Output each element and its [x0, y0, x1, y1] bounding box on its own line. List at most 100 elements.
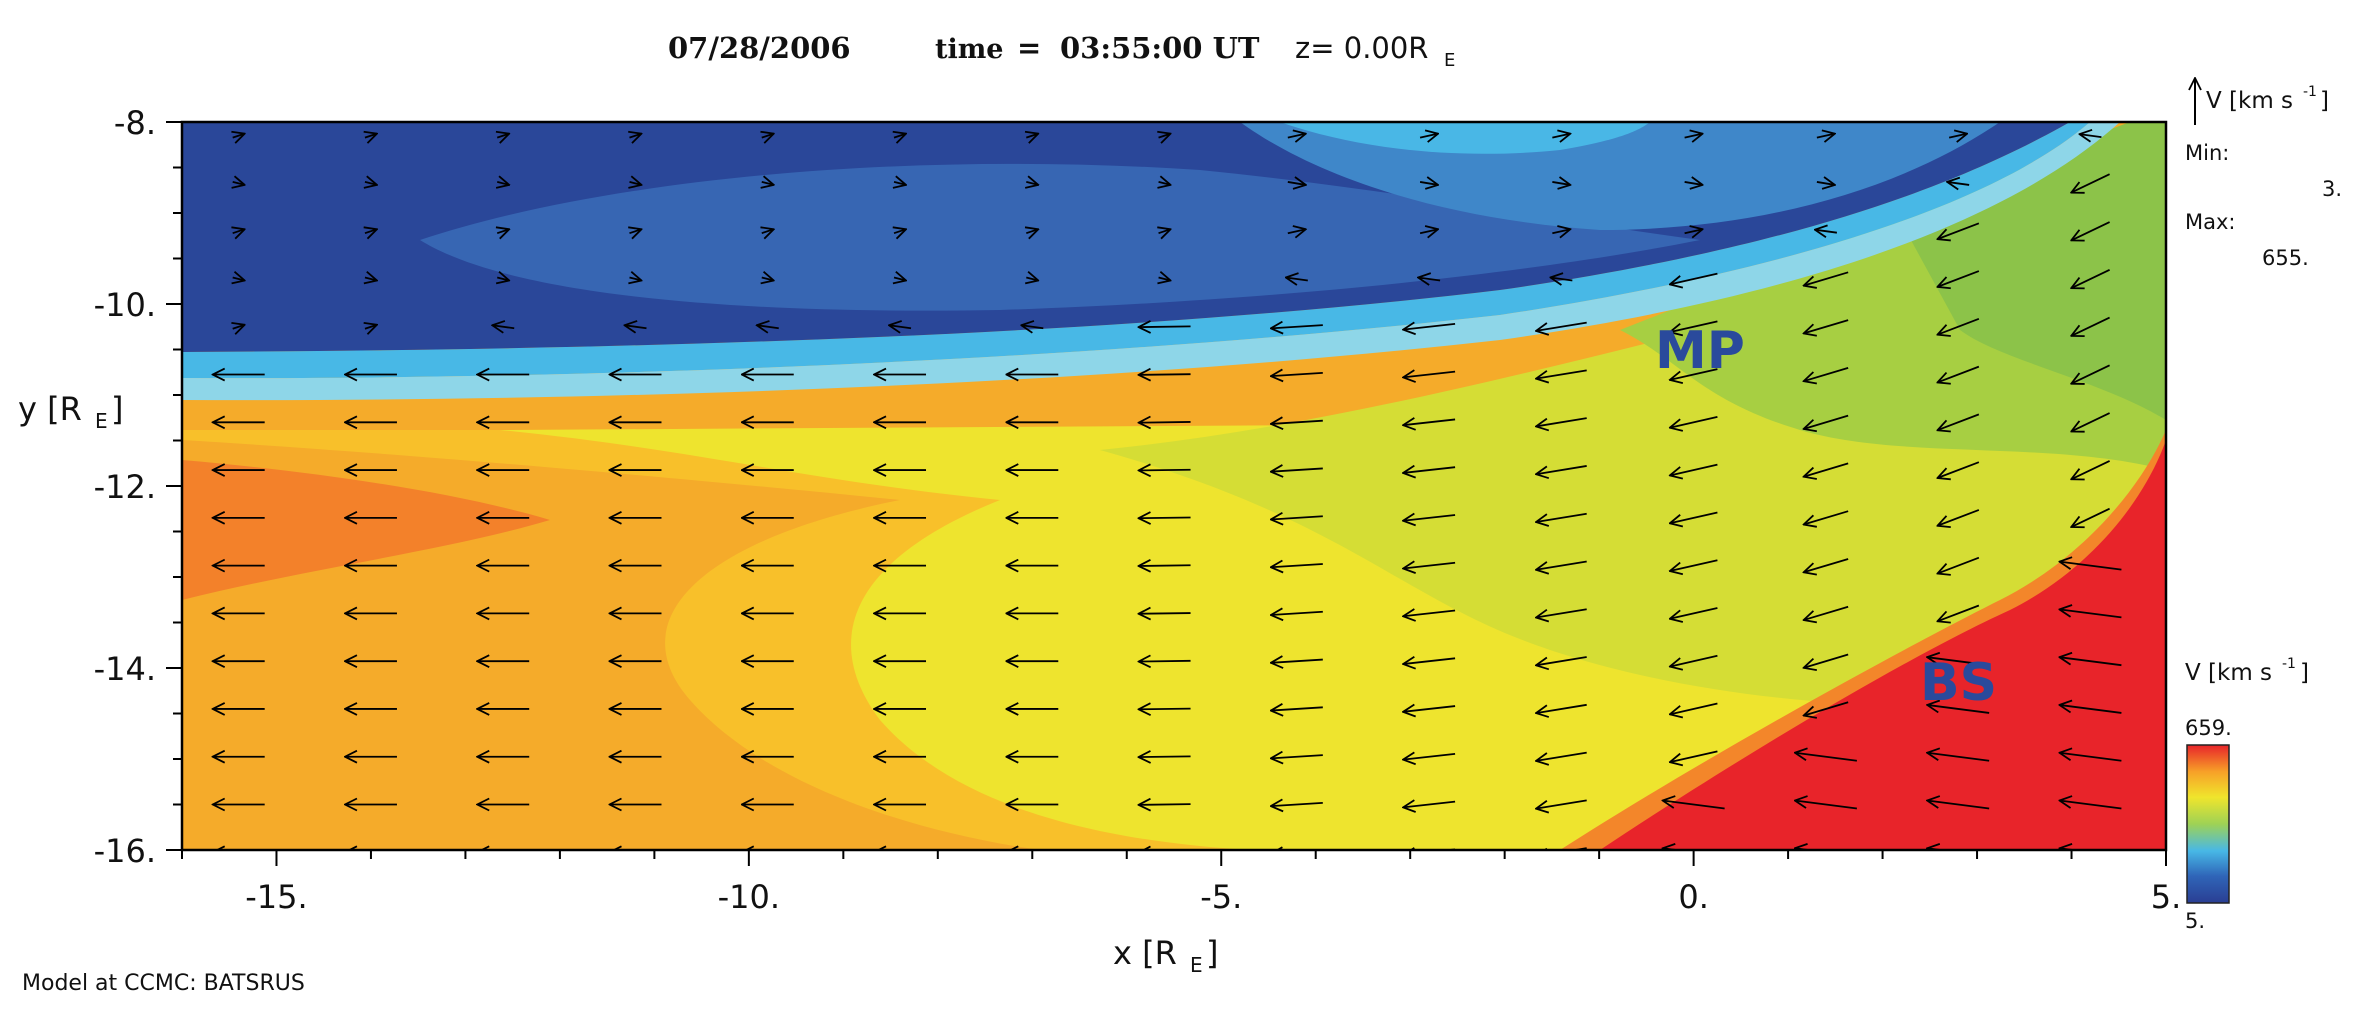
- x-axis-label-main: x [R: [1113, 934, 1177, 972]
- velocity-vector: [629, 134, 641, 138]
- velocity-vector: [1937, 604, 1980, 621]
- velocity-vector: [497, 134, 509, 138]
- velocity-vector: [2059, 801, 2122, 810]
- velocity-vector: [1139, 517, 1191, 518]
- vector-legend: V [km s -1 ] Min: 3. Max: 655.: [2185, 78, 2342, 270]
- velocity-vector: [233, 182, 245, 185]
- title-z-value: z= 0.00R: [1295, 31, 1428, 65]
- y-tick-label: -16.: [94, 832, 156, 870]
- y-axis: -8. -10. -12. -14. -16.: [94, 104, 182, 870]
- velocity-vector: [1536, 608, 1587, 617]
- velocity-vector: [894, 134, 906, 138]
- velocity-vector: [1927, 801, 1990, 810]
- velocity-vector: [1026, 182, 1038, 185]
- velocity-vector: [1287, 134, 1306, 138]
- velocity-vector: [2071, 221, 2110, 240]
- contour-bowshock-red: [1600, 440, 2166, 850]
- velocity-vector: [1271, 755, 1323, 758]
- plot-area: [182, 122, 2166, 850]
- velocity-vector: [1159, 134, 1171, 138]
- velocity-vector: [1271, 516, 1323, 519]
- contour-orange-dark: [182, 460, 550, 600]
- x-axis-label-sub: E: [1190, 953, 1203, 977]
- velocity-vector: [1804, 319, 1849, 333]
- velocity-vector: [1536, 512, 1587, 522]
- velocity-vector: [1536, 417, 1587, 426]
- velocity-vector: [497, 277, 509, 280]
- velocity-vector: [1403, 563, 1456, 569]
- velocity-vector: [1804, 701, 1849, 715]
- velocity-vector: [1663, 801, 1725, 810]
- colorbar-label-close: ]: [2300, 660, 2309, 686]
- velocity-vector: [1804, 605, 1849, 620]
- velocity-vector: [1271, 612, 1323, 615]
- velocity-vector: [1937, 413, 1980, 430]
- velocity-vector: [1684, 229, 1703, 233]
- velocity-vector: [365, 182, 377, 185]
- velocity-vector: [1139, 374, 1191, 375]
- velocity-vector: [757, 325, 779, 328]
- velocity-vector: [894, 229, 906, 233]
- velocity-vector: [497, 182, 509, 185]
- colorbar-label: V [km s: [2185, 660, 2272, 686]
- velocity-vector: [233, 325, 245, 329]
- velocity-vector: [1937, 270, 1980, 287]
- velocity-vector: [233, 134, 245, 138]
- velocity-vector: [1927, 753, 1990, 762]
- velocity-vector: [1795, 801, 1858, 810]
- vector-legend-sup: -1: [2303, 84, 2317, 100]
- velocity-vector: [1026, 277, 1038, 280]
- velocity-vector: [1139, 470, 1191, 471]
- velocity-vector: [365, 277, 377, 280]
- velocity-vector: [497, 229, 509, 233]
- velocity-vector: [2059, 657, 2122, 667]
- velocity-vector: [2071, 364, 2110, 383]
- velocity-vector: [365, 325, 377, 329]
- velocity-vector: [1403, 515, 1456, 521]
- velocity-vector: [1419, 229, 1438, 233]
- velocity-vector: [1804, 462, 1849, 476]
- velocity-vector: [2071, 507, 2110, 527]
- velocity-vector: [1159, 182, 1171, 185]
- velocity-vector: [2071, 268, 2110, 288]
- velocity-vector: [1139, 709, 1191, 710]
- velocity-vector: [1937, 509, 1980, 526]
- velocity-vector: [1670, 368, 1718, 380]
- velocity-vector: [624, 325, 647, 328]
- velocity-vector: [629, 277, 641, 280]
- velocity-vector: [1271, 660, 1323, 663]
- velocity-vector: [1536, 321, 1587, 331]
- velocity-vector: [1271, 421, 1323, 424]
- velocity-vector: [1937, 365, 1980, 383]
- velocity-vector: [762, 182, 774, 185]
- y-axis-label-main: y [R: [18, 390, 82, 428]
- velocity-vector: [1139, 565, 1191, 566]
- velocity-vector: [492, 325, 515, 328]
- velocity-vector: [1552, 182, 1570, 185]
- velocity-vector: [2071, 412, 2110, 431]
- velocity-vector: [2059, 609, 2122, 619]
- velocity-vector: [1536, 799, 1587, 808]
- title-time-label: time: [935, 34, 1003, 65]
- velocity-vector: [1927, 657, 1990, 667]
- velocity-vector: [365, 229, 377, 233]
- velocity-vector: [762, 134, 774, 138]
- velocity-vector: [1271, 325, 1323, 328]
- velocity-vector: [1816, 134, 1835, 138]
- velocity-vector: [1286, 277, 1308, 280]
- y-tick-label: -10.: [94, 286, 156, 324]
- plot-title: 07/28/2006 time = 03:55:00 UT z= 0.00R E: [668, 31, 1455, 71]
- velocity-vector: [1670, 511, 1718, 523]
- velocity-vector: [1536, 560, 1587, 569]
- y-tick-label: -8.: [114, 104, 156, 142]
- velocity-vector: [1670, 559, 1718, 571]
- velocity-vector: [2059, 753, 2122, 762]
- velocity-vector: [1684, 134, 1703, 138]
- velocity-vector: [1804, 558, 1849, 572]
- velocity-vector: [1403, 802, 1456, 808]
- velocity-vector: [1937, 461, 1980, 478]
- velocity-vector: [1021, 325, 1044, 328]
- velocity-vector: [629, 182, 641, 185]
- velocity-vector: [233, 277, 245, 280]
- velocity-vector: [1403, 754, 1456, 760]
